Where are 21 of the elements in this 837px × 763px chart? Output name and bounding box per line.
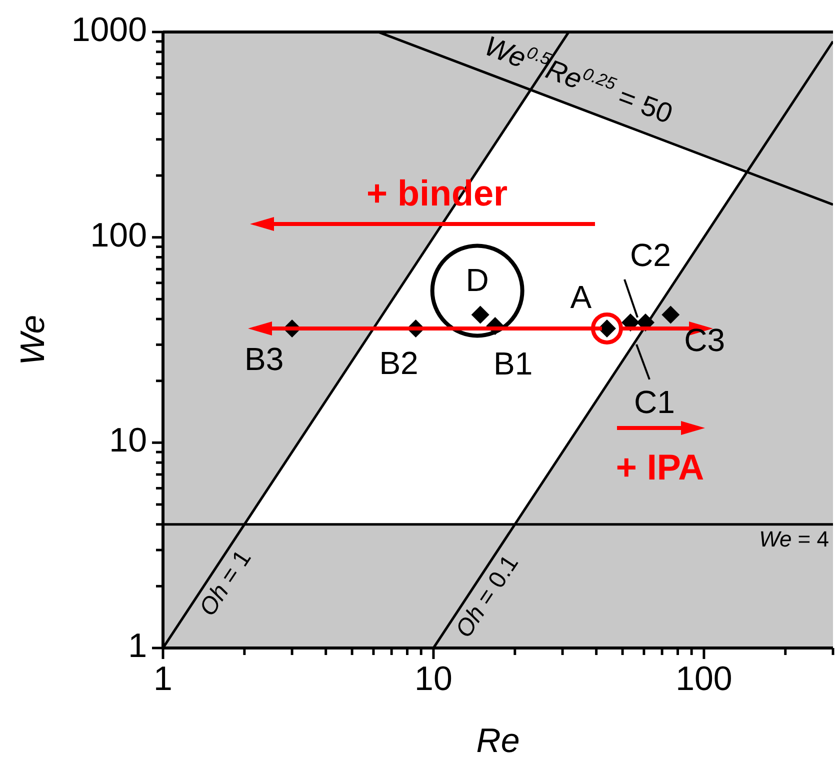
y-tick-label: 1000 (71, 10, 147, 49)
annotation: + IPA (616, 446, 704, 488)
text: Oh = 0.1 (450, 550, 524, 643)
y-tick-label: 100 (90, 216, 147, 254)
annotation: C2 (630, 236, 671, 273)
y-tick-label: 10 (109, 422, 147, 460)
text: Oh = 1 (194, 546, 258, 622)
annotation: A (570, 278, 592, 315)
x-tick-label: 100 (676, 660, 732, 698)
annotation: C1 (634, 384, 675, 420)
y-axis-title: We (14, 314, 52, 366)
annotation: B3 (244, 340, 284, 377)
y-tick-label: 1 (128, 626, 147, 665)
annotation: C3 (684, 322, 726, 358)
ref-line-label: We = 4 (759, 526, 829, 552)
x-axis-title: Re (476, 722, 520, 760)
x-tick-label: 10 (414, 660, 452, 698)
annotation: B1 (494, 345, 533, 382)
annotation: D (466, 262, 489, 298)
annotation: B2 (379, 344, 418, 381)
x-tick-label: 1 (154, 660, 172, 698)
